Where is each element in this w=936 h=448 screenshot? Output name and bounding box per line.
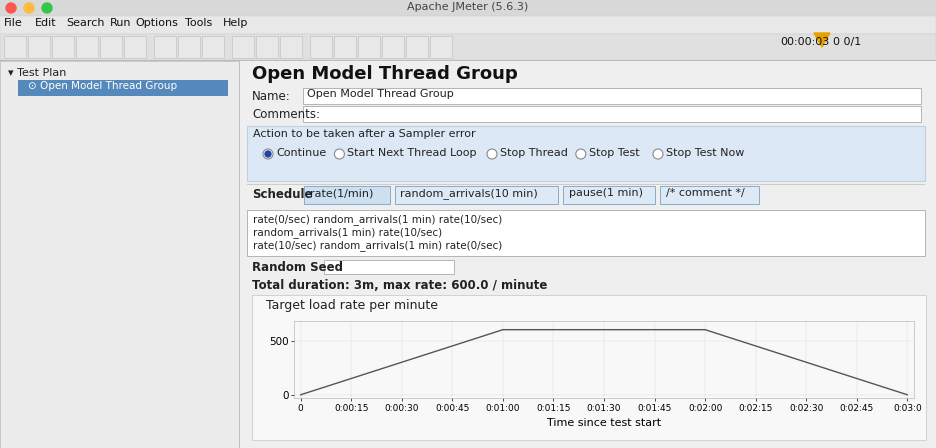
Bar xyxy=(178,36,200,58)
Bar xyxy=(0,0,936,16)
Text: rate(1/min): rate(1/min) xyxy=(310,188,373,198)
Text: Run: Run xyxy=(110,18,132,28)
Bar xyxy=(394,186,558,204)
Bar xyxy=(304,186,389,204)
Text: Action to be taken after a Sampler error: Action to be taken after a Sampler error xyxy=(253,129,475,139)
Text: Stop Test Now: Stop Test Now xyxy=(666,148,744,158)
Text: Open Model Thread Group: Open Model Thread Group xyxy=(252,65,518,83)
Bar xyxy=(247,210,925,256)
Text: random_arrivals(10 min): random_arrivals(10 min) xyxy=(401,188,538,199)
Text: Open Model Thread Group: Open Model Thread Group xyxy=(307,89,454,99)
Bar xyxy=(252,295,926,440)
Bar xyxy=(52,36,74,58)
Circle shape xyxy=(6,3,16,13)
Bar xyxy=(280,36,302,58)
Bar xyxy=(303,106,921,122)
Bar xyxy=(382,36,404,58)
Polygon shape xyxy=(814,33,830,47)
Text: Name:: Name: xyxy=(252,90,291,103)
Text: Edit: Edit xyxy=(36,18,57,28)
Circle shape xyxy=(42,3,52,13)
Bar xyxy=(563,186,655,204)
Text: ▾ Test Plan: ▾ Test Plan xyxy=(8,68,66,78)
Bar xyxy=(239,61,240,448)
Bar xyxy=(202,36,224,58)
Bar xyxy=(303,88,921,104)
Bar xyxy=(247,184,925,185)
Text: Stop Test: Stop Test xyxy=(589,148,639,158)
Text: 00:00:03: 00:00:03 xyxy=(780,37,829,47)
Bar xyxy=(76,36,98,58)
Bar xyxy=(232,36,254,58)
Text: random_arrivals(1 min) rate(10/sec): random_arrivals(1 min) rate(10/sec) xyxy=(253,227,442,238)
Bar xyxy=(18,80,228,96)
Text: Total duration: 3m, max rate: 600.0 / minute: Total duration: 3m, max rate: 600.0 / mi… xyxy=(252,279,548,292)
Bar xyxy=(324,260,454,274)
Bar xyxy=(28,36,50,58)
Circle shape xyxy=(24,3,34,13)
Text: rate(0/sec) random_arrivals(1 min) rate(10/sec): rate(0/sec) random_arrivals(1 min) rate(… xyxy=(253,214,503,225)
Text: Random Seed: Random Seed xyxy=(252,261,343,274)
Bar xyxy=(660,186,758,204)
Text: rate(10/sec) random_arrivals(1 min) rate(0/sec): rate(10/sec) random_arrivals(1 min) rate… xyxy=(253,240,503,251)
Text: Stop Thread: Stop Thread xyxy=(500,148,568,158)
Text: File: File xyxy=(4,18,22,28)
Text: Tools: Tools xyxy=(185,18,212,28)
Circle shape xyxy=(334,149,344,159)
Bar xyxy=(240,61,936,448)
Text: Continue: Continue xyxy=(276,148,327,158)
Text: Start Next Thread Loop: Start Next Thread Loop xyxy=(347,148,477,158)
Circle shape xyxy=(487,149,497,159)
Text: Search: Search xyxy=(66,18,105,28)
Bar xyxy=(0,60,936,61)
Text: Schedule: Schedule xyxy=(252,188,313,201)
Circle shape xyxy=(576,149,586,159)
Bar xyxy=(0,34,936,60)
Text: Help: Help xyxy=(223,18,248,28)
Text: ⊙ Open Model Thread Group: ⊙ Open Model Thread Group xyxy=(28,81,177,91)
Bar xyxy=(334,36,356,58)
Bar xyxy=(124,36,146,58)
Circle shape xyxy=(263,149,273,159)
Text: /* comment */: /* comment */ xyxy=(666,188,745,198)
Bar xyxy=(100,36,122,58)
Text: Options: Options xyxy=(135,18,178,28)
Circle shape xyxy=(653,149,663,159)
Text: Target load rate per minute: Target load rate per minute xyxy=(266,299,438,312)
Bar xyxy=(154,36,176,58)
Text: pause(1 min): pause(1 min) xyxy=(569,188,643,198)
Text: Apache JMeter (5.6.3): Apache JMeter (5.6.3) xyxy=(407,2,529,12)
Bar xyxy=(310,36,332,58)
X-axis label: Time since test start: Time since test start xyxy=(547,418,661,428)
Bar xyxy=(256,36,278,58)
Bar xyxy=(406,36,428,58)
Text: 0 0/1: 0 0/1 xyxy=(833,37,861,47)
Bar xyxy=(4,36,26,58)
Bar xyxy=(0,16,936,34)
Bar xyxy=(358,36,380,58)
Text: Comments:: Comments: xyxy=(252,108,320,121)
Bar xyxy=(0,61,240,448)
Bar xyxy=(430,36,452,58)
Bar xyxy=(247,126,925,181)
Circle shape xyxy=(265,151,271,157)
